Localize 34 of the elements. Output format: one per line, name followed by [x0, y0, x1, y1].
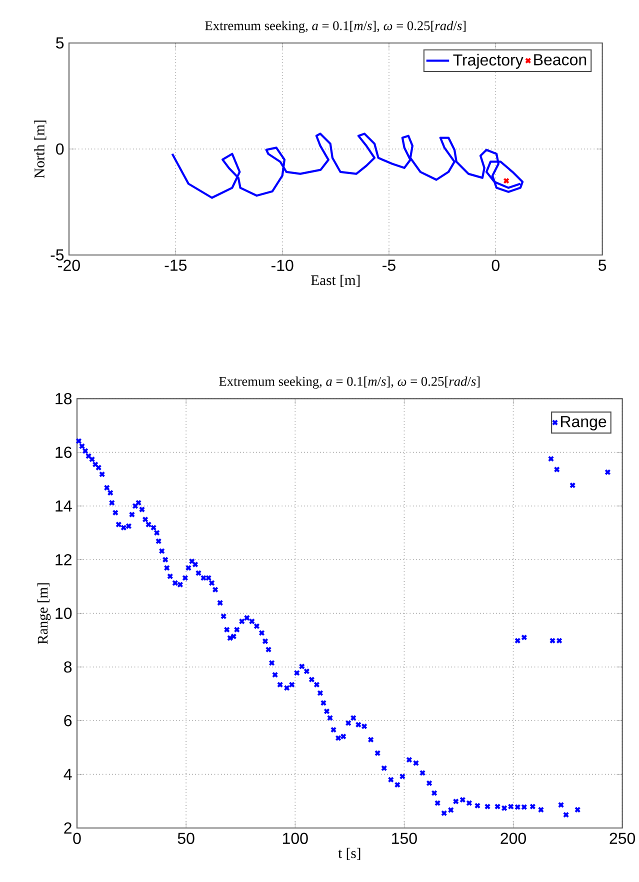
line-series: [171, 132, 524, 199]
x-tick-label: 0: [492, 260, 500, 272]
x-tick-label: -20: [58, 260, 80, 272]
x-axis-title: East [m]: [311, 274, 360, 287]
x-axis-title: t [s]: [338, 848, 360, 860]
y-tick-label: 8: [64, 661, 72, 673]
y-tick-label: -5: [50, 249, 64, 261]
y-tick-label: 12: [56, 554, 72, 566]
y-tick-label: 16: [56, 446, 72, 458]
y-tick-label: 0: [56, 143, 64, 155]
y-tick-label: 18: [56, 393, 72, 404]
x-tick-label: 50: [178, 832, 194, 844]
y-tick-label: 6: [64, 715, 72, 726]
chart-title: Extremum seeking, a = 0.1[m/s], ω = 0.25[rad/s]: [205, 20, 466, 33]
x-tick-label: -5: [382, 260, 396, 271]
x-tick-label: 150: [392, 832, 417, 844]
x-tick-label: -10: [271, 260, 294, 272]
y-tick-label: 14: [56, 500, 72, 512]
x-tick-label: 200: [500, 832, 526, 844]
legend-label: Range: [561, 416, 606, 430]
x-tick-label: 100: [282, 832, 308, 844]
x-tick-label: 250: [610, 832, 636, 844]
y-tick-label: 2: [64, 822, 72, 834]
y-axis-title: North [m]: [34, 120, 46, 178]
x-tick-label: 5: [598, 260, 606, 271]
x-tick-label: -15: [164, 260, 187, 271]
y-axis-title: Range [m]: [37, 583, 51, 644]
y-tick-label: 10: [56, 608, 72, 619]
chart-title: Extremum seeking, a = 0.1[m/s], ω = 0.25[rad/s]: [219, 376, 480, 389]
y-tick-label: 5: [56, 37, 64, 49]
legend-label: Trajectory: [453, 54, 524, 69]
legend-label: Beacon: [534, 54, 586, 66]
y-tick-label: 4: [64, 768, 72, 780]
x-tick-label: 0: [73, 832, 81, 844]
